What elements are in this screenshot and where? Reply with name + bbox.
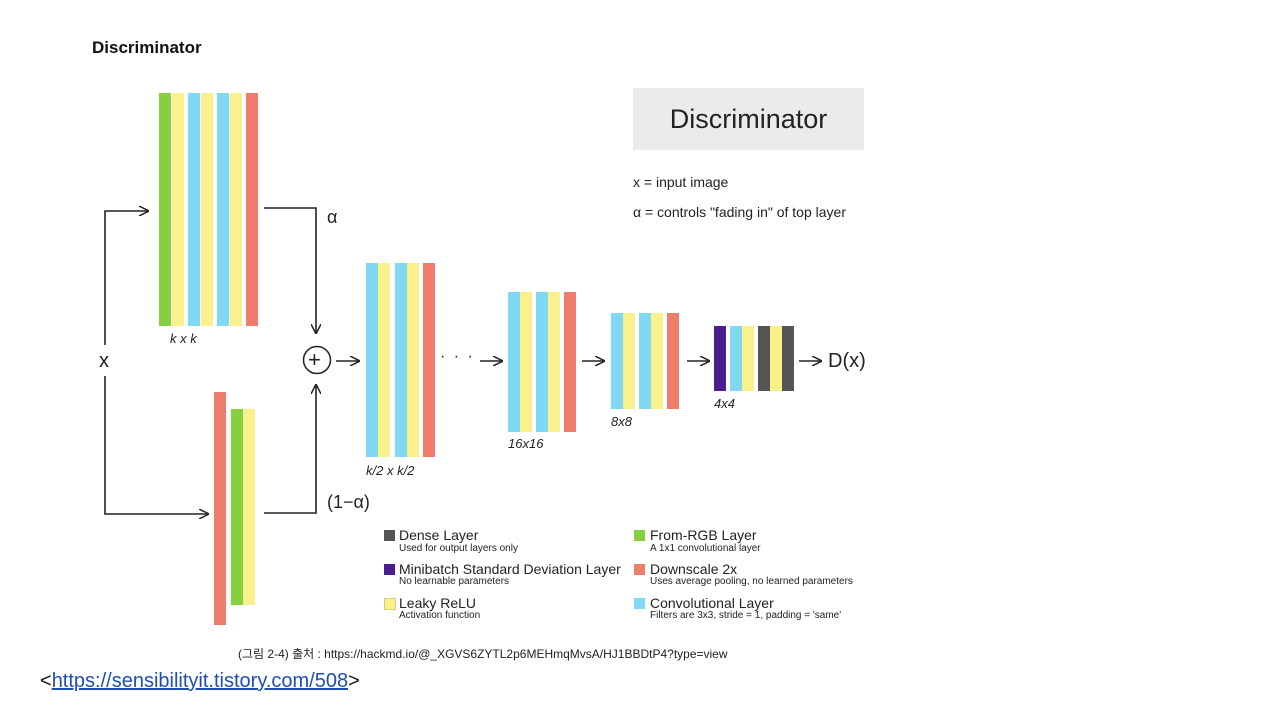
legend-swatch-minibatch [384,564,395,575]
legend-desc-minibatch: No learnable parameters [399,576,510,587]
legend-desc-downscale: Uses average pooling, no learned paramet… [650,576,853,587]
conv-layer [188,93,200,326]
leaky-relu-layer [623,313,635,409]
panel-title: Discriminator [669,104,828,134]
legend-title-dense: Dense Layer [399,527,479,543]
leaky-relu-layer [201,93,213,326]
dense-layer [758,326,770,391]
conv-layer [639,313,651,409]
panel-note-x: x = input image [633,174,729,190]
leaky-relu-layer [407,263,419,457]
leaky-relu-layer [172,93,184,326]
add-node [302,345,332,375]
conv-layer [366,263,378,457]
size-label-4x4: 4x4 [714,396,735,411]
from-rgb-layer [159,93,171,326]
legend-title-downscale: Downscale 2x [650,561,738,577]
alpha-label: α [327,207,338,227]
conv-layer [395,263,407,457]
conv-layer [730,326,742,391]
source-link-line: <https://sensibilityit.tistory.com/508> [40,670,360,693]
downscale-layer [564,292,576,432]
conv-layer [508,292,520,432]
legend-title-conv: Convolutional Layer [650,595,774,611]
leaky-relu-layer [243,409,255,605]
downscale-layer [214,392,226,625]
link-prefix: < [40,670,52,692]
slide-title: Discriminator [92,38,202,57]
conv-layer [611,313,623,409]
size-label-16x16: 16x16 [508,436,544,451]
legend-swatch-downscale [634,564,645,575]
legend-swatch-from-rgb [634,530,645,541]
legend-title-minibatch: Minibatch Standard Deviation Layer [399,561,621,577]
legend-title-from-rgb: From-RGB Layer [650,527,757,543]
legend-desc-conv: Filters are 3x3, stride = 1, padding = '… [650,610,842,621]
ellipsis-dots: · · · [440,348,475,365]
plus-symbol: + [308,347,321,372]
one-minus-alpha-label: (1−α) [327,492,370,512]
legend-desc-leaky-relu: Activation function [399,610,481,621]
input-label: x [99,350,109,372]
leaky-relu-layer [770,326,782,391]
info-panel [633,88,864,150]
downscale-layer [246,93,258,326]
leaky-relu-layer [742,326,754,391]
panel-note-alpha: α = controls "fading in" of top layer [633,204,846,220]
legend-desc-dense: Used for output layers only [399,543,518,554]
leaky-relu-layer [548,292,560,432]
legend-swatch-conv [634,598,645,609]
legend-swatch-dense [384,530,395,541]
leaky-relu-layer [651,313,663,409]
from-rgb-layer [231,409,243,605]
dense-layer [782,326,794,391]
leaky-relu-layer [230,93,242,326]
legend-swatch-leaky-relu [384,598,396,610]
legend-desc-from-rgb: A 1x1 convolutional layer [650,543,761,554]
leaky-relu-layer [378,263,390,457]
figure-caption: (그림 2-4) 출처 : https://hackmd.io/@_XGVS6Z… [238,647,728,661]
conv-layer [536,292,548,432]
leaky-relu-layer [520,292,532,432]
link-suffix: > [348,670,360,692]
legend-title-leaky-relu: Leaky ReLU [399,595,477,611]
source-link[interactable]: https://sensibilityit.tistory.com/508 [51,670,349,692]
size-label-kxk: k x k [170,331,197,346]
minibatch-stddev-layer [714,326,726,391]
downscale-layer [423,263,435,457]
downscale-layer [667,313,679,409]
conv-layer [217,93,229,326]
size-label-8x8: 8x8 [611,414,632,429]
size-label-k2: k/2 x k/2 [366,463,415,478]
output-label: D(x) [828,350,866,372]
